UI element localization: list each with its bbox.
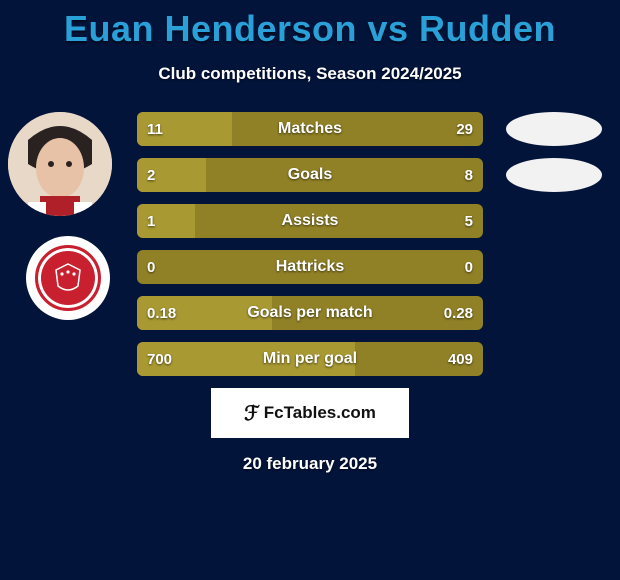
stat-value-left: 0.18	[147, 305, 176, 322]
stat-value-right: 29	[456, 121, 473, 138]
club-badge-left	[26, 236, 110, 320]
stat-row: 1 Assists 5	[137, 204, 483, 238]
shield-icon	[35, 245, 101, 311]
stat-value-right: 8	[465, 167, 473, 184]
page-title: Euan Henderson vs Rudden	[0, 0, 620, 50]
stat-value-left: 1	[147, 213, 155, 230]
stat-label: Goals per match	[247, 304, 372, 322]
stat-value-right: 5	[465, 213, 473, 230]
brand-logo: ℱ FcTables.com	[211, 388, 409, 438]
stat-value-left: 700	[147, 351, 172, 368]
stat-label: Hattricks	[276, 258, 344, 276]
subtitle: Club competitions, Season 2024/2025	[0, 64, 620, 84]
stat-row: 700 Min per goal 409	[137, 342, 483, 376]
footer-date: 20 february 2025	[0, 454, 620, 474]
stat-value-right: 409	[448, 351, 473, 368]
stat-label: Min per goal	[263, 350, 357, 368]
comparison-panel: 11 Matches 29 2 Goals 8 1 Assists 5 0 Hattricks 0 0.…	[0, 112, 620, 376]
player-photo-left	[8, 112, 112, 216]
stat-row: 0.18 Goals per match 0.28	[137, 296, 483, 330]
player-photo-right-placeholder	[506, 112, 602, 146]
stat-value-left: 11	[147, 121, 163, 138]
stat-label: Goals	[288, 166, 332, 184]
stat-value-left: 0	[147, 259, 155, 276]
left-player-column	[8, 112, 118, 320]
stat-label: Matches	[278, 120, 342, 138]
club-badge-right-placeholder	[506, 158, 602, 192]
right-player-column	[500, 112, 610, 204]
stat-row: 0 Hattricks 0	[137, 250, 483, 284]
stat-row: 11 Matches 29	[137, 112, 483, 146]
stat-row: 2 Goals 8	[137, 158, 483, 192]
stat-bars: 11 Matches 29 2 Goals 8 1 Assists 5 0 Hattricks 0 0.…	[137, 112, 483, 376]
brand-text: FcTables.com	[264, 403, 376, 423]
stat-value-right: 0	[465, 259, 473, 276]
stat-bar-left-fill	[137, 204, 195, 238]
stat-label: Assists	[282, 212, 339, 230]
signature-icon: ℱ	[244, 401, 260, 426]
face-icon	[8, 112, 112, 216]
stat-value-right: 0.28	[444, 305, 473, 322]
stat-value-left: 2	[147, 167, 155, 184]
